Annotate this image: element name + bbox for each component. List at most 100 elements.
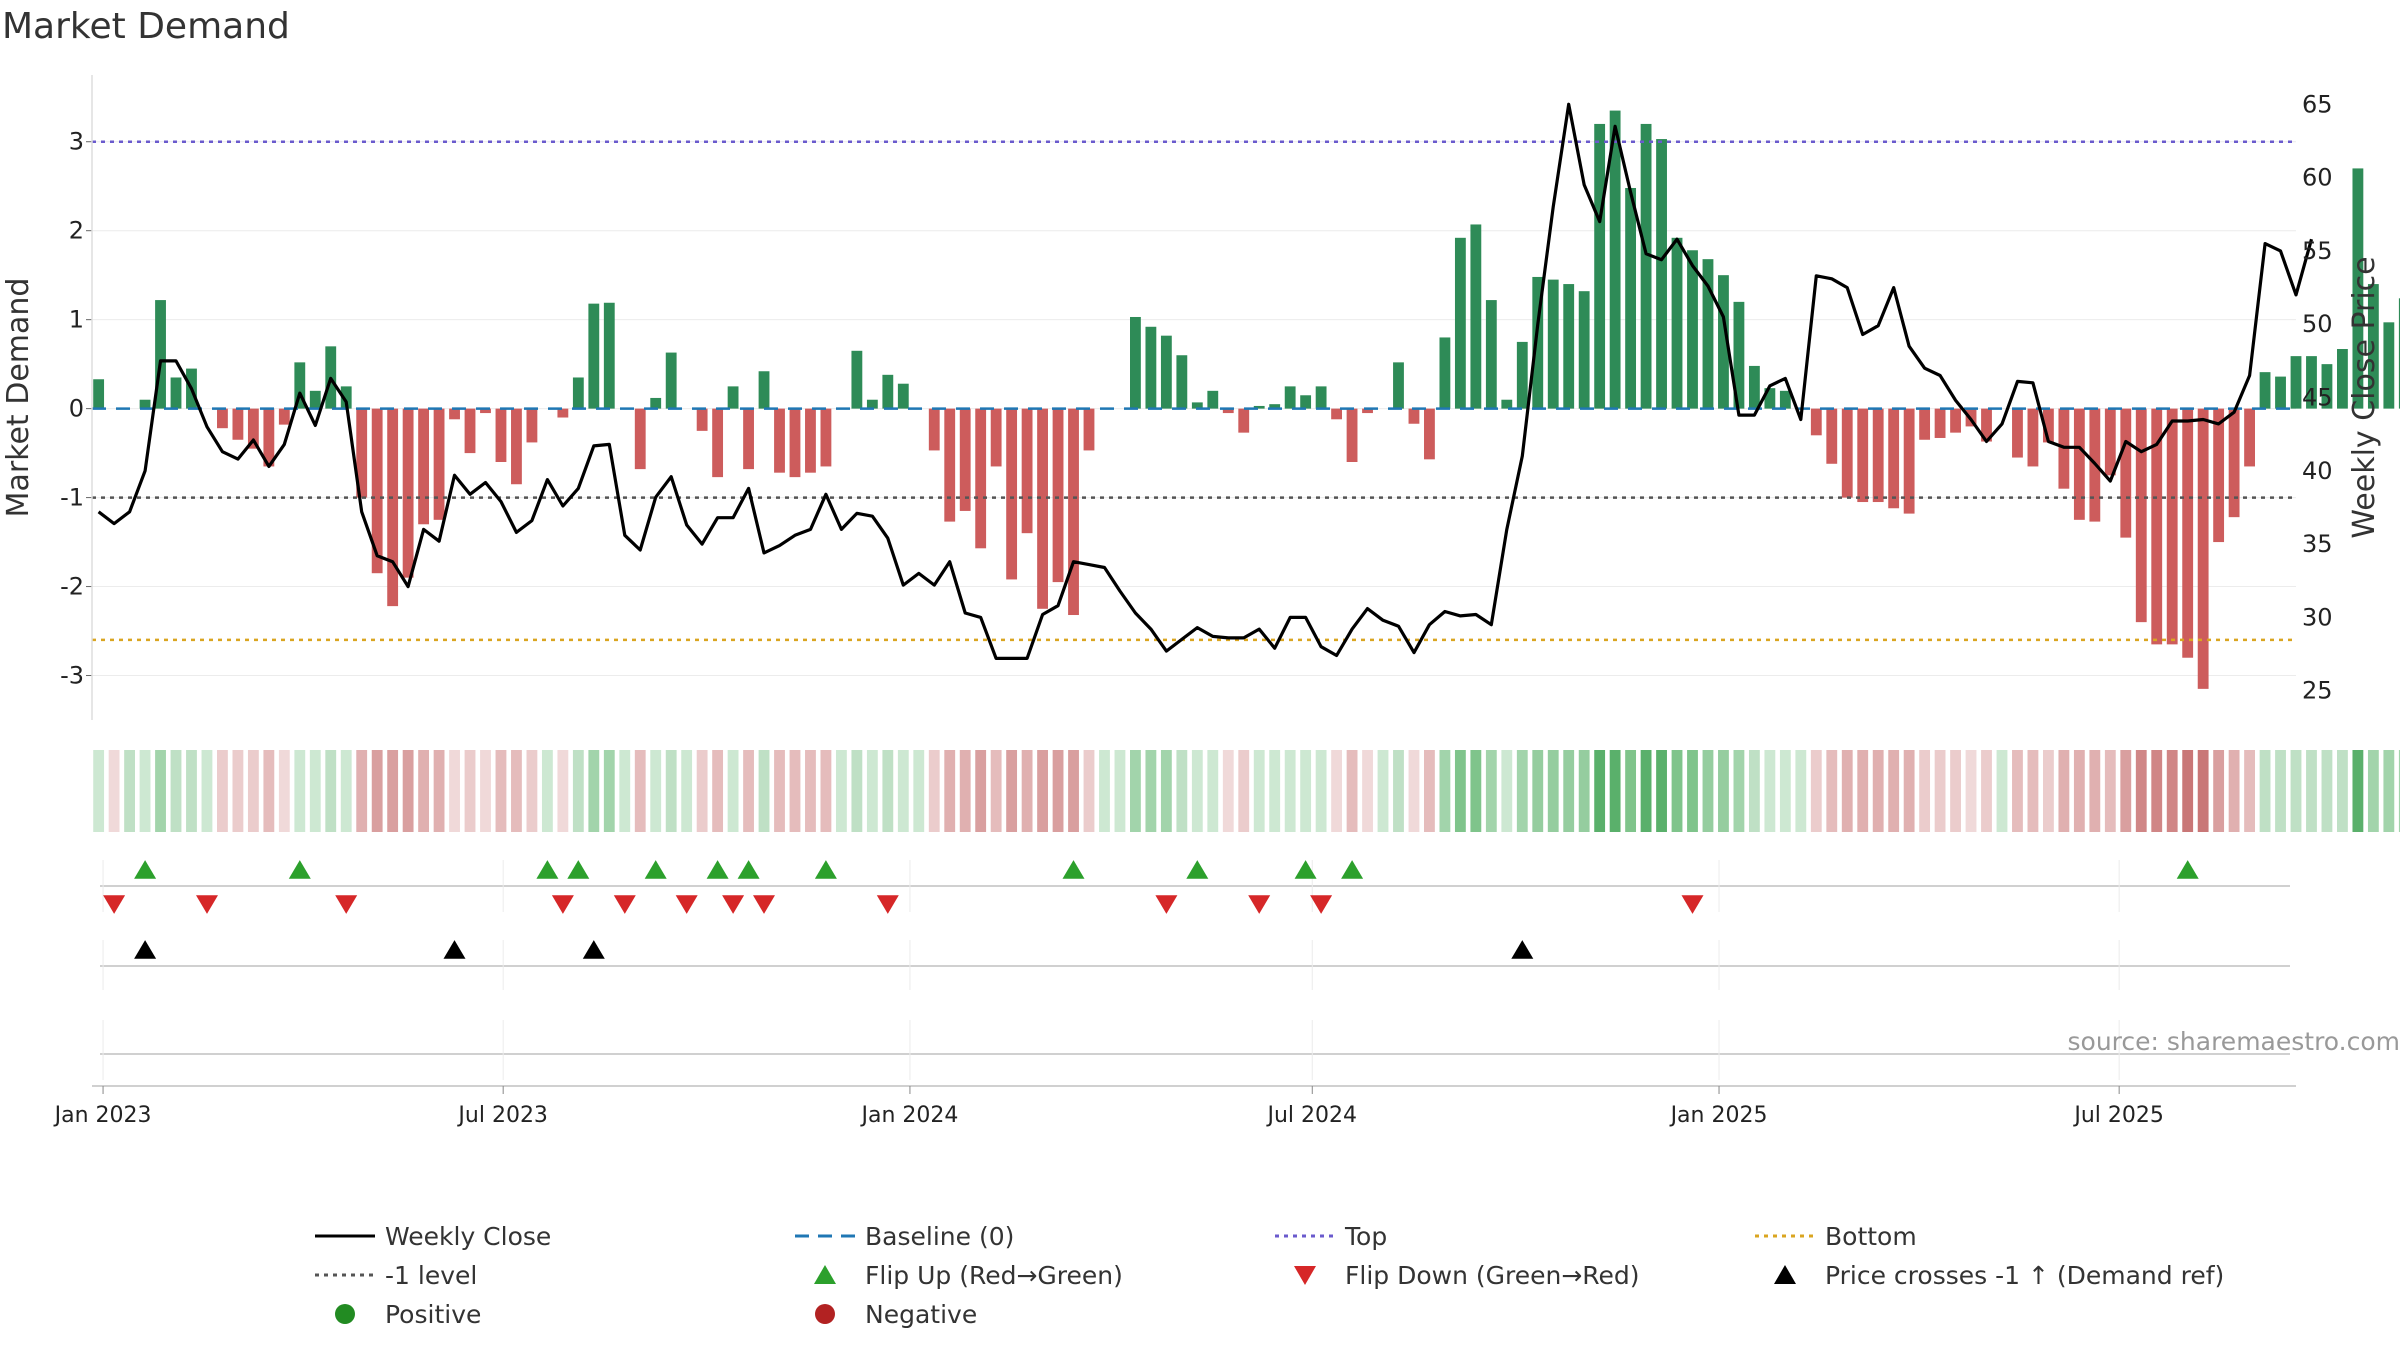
intensity-cell bbox=[496, 750, 507, 832]
demand-bar bbox=[217, 409, 228, 429]
intensity-cell bbox=[2028, 750, 2039, 832]
demand-bar bbox=[1842, 409, 1853, 498]
intensity-cell bbox=[774, 750, 785, 832]
demand-bar bbox=[171, 377, 182, 408]
intensity-cell bbox=[325, 750, 336, 832]
intensity-cell bbox=[217, 750, 228, 832]
demand-bar bbox=[1579, 291, 1590, 408]
flip-up-marker bbox=[1295, 860, 1317, 879]
intensity-cell bbox=[557, 750, 568, 832]
legend-label: Flip Down (Green→Red) bbox=[1345, 1261, 1640, 1290]
intensity-cell bbox=[1811, 750, 1822, 832]
legend-label: Price crosses -1 ↑ (Demand ref) bbox=[1825, 1261, 2224, 1290]
demand-bar bbox=[1068, 409, 1079, 615]
intensity-cell bbox=[1362, 750, 1373, 832]
x-tick-label: Jul 2024 bbox=[1266, 1103, 1358, 1128]
demand-bar bbox=[712, 409, 723, 478]
flip-up-marker bbox=[134, 860, 156, 879]
flip-down-marker bbox=[722, 895, 744, 914]
intensity-cell bbox=[356, 750, 367, 832]
intensity-cell bbox=[1563, 750, 1574, 832]
demand-bar bbox=[1780, 391, 1791, 409]
demand-bar bbox=[697, 409, 708, 431]
demand-bar bbox=[1022, 409, 1033, 534]
intensity-cell bbox=[2105, 750, 2116, 832]
demand-bar bbox=[790, 409, 801, 478]
left-tick-label: 0 bbox=[69, 395, 84, 423]
demand-bar bbox=[1316, 386, 1327, 408]
demand-bar bbox=[1594, 124, 1605, 409]
demand-bar bbox=[465, 409, 476, 453]
demand-bar bbox=[1486, 300, 1497, 409]
intensity-cell bbox=[1548, 750, 1559, 832]
intensity-cell bbox=[155, 750, 166, 832]
intensity-cell bbox=[1316, 750, 1327, 832]
intensity-cell bbox=[1254, 750, 1265, 832]
demand-bar bbox=[1347, 409, 1358, 462]
demand-bar bbox=[2198, 409, 2209, 689]
left-tick-label: -1 bbox=[60, 484, 84, 512]
x-tick-label: Jan 2023 bbox=[53, 1103, 152, 1128]
intensity-cell bbox=[140, 750, 151, 832]
intensity-cell bbox=[573, 750, 584, 832]
left-tick-label: -2 bbox=[60, 573, 84, 601]
intensity-cell bbox=[1006, 750, 1017, 832]
demand-bar bbox=[2012, 409, 2023, 458]
flip-up-marker bbox=[1341, 860, 1363, 879]
intensity-cell bbox=[1950, 750, 1961, 832]
intensity-cell bbox=[294, 750, 305, 832]
intensity-cell bbox=[1641, 750, 1652, 832]
demand-bar bbox=[1873, 409, 1884, 502]
flip-down-marker bbox=[335, 895, 357, 914]
weekly-close-line bbox=[99, 104, 2312, 658]
intensity-cell bbox=[1161, 750, 1172, 832]
right-tick-label: 35 bbox=[2302, 530, 2333, 558]
intensity-cell bbox=[310, 750, 321, 832]
intensity-cell bbox=[588, 750, 599, 832]
demand-bar bbox=[387, 409, 398, 607]
demand-bar bbox=[1238, 409, 1249, 433]
intensity-cell bbox=[960, 750, 971, 832]
intensity-cell bbox=[712, 750, 723, 832]
intensity-cell bbox=[882, 750, 893, 832]
event-markers bbox=[100, 860, 2290, 1080]
demand-bar bbox=[2213, 409, 2224, 542]
demand-bar bbox=[511, 409, 522, 485]
intensity-cell bbox=[1455, 750, 1466, 832]
demand-bar bbox=[418, 409, 429, 525]
demand-bar bbox=[944, 409, 955, 522]
demand-bar bbox=[588, 304, 599, 409]
intensity-cell bbox=[1053, 750, 1064, 832]
intensity-cell bbox=[2012, 750, 2023, 832]
intensity-cell bbox=[1610, 750, 1621, 832]
intensity-cell bbox=[2120, 750, 2131, 832]
intensity-cell bbox=[1470, 750, 1481, 832]
intensity-cell bbox=[851, 750, 862, 832]
intensity-cell bbox=[1084, 750, 1095, 832]
intensity-cell bbox=[991, 750, 1002, 832]
intensity-cell bbox=[1687, 750, 1698, 832]
price-cross-marker bbox=[444, 940, 466, 959]
demand-bar bbox=[1409, 409, 1420, 424]
demand-bar bbox=[2275, 377, 2286, 409]
intensity-cell bbox=[202, 750, 213, 832]
demand-bar bbox=[1207, 391, 1218, 409]
intensity-cell bbox=[2213, 750, 2224, 832]
legend-item: Positive bbox=[335, 1300, 481, 1329]
flip-up-marker bbox=[567, 860, 589, 879]
left-tick-label: 3 bbox=[69, 128, 84, 156]
intensity-cell bbox=[1517, 750, 1528, 832]
intensity-cell bbox=[403, 750, 414, 832]
demand-bar bbox=[2229, 409, 2240, 518]
intensity-cell bbox=[109, 750, 120, 832]
intensity-cell bbox=[975, 750, 986, 832]
intensity-cell bbox=[1997, 750, 2008, 832]
right-tick-label: 45 bbox=[2302, 384, 2333, 412]
demand-bar bbox=[2120, 409, 2131, 538]
intensity-cell bbox=[2337, 750, 2348, 832]
demand-bar bbox=[1006, 409, 1017, 580]
intensity-cell bbox=[867, 750, 878, 832]
right-tick-label: 40 bbox=[2302, 457, 2333, 485]
